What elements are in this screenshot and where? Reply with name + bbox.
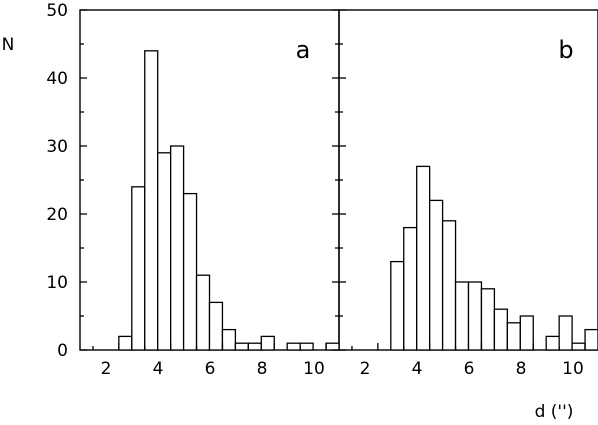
panel-b-bar-1	[403, 226, 418, 351]
panel-a-bar-14	[299, 342, 314, 351]
panel-a-bar-11	[260, 335, 275, 351]
panel-b-bar-5	[454, 281, 470, 351]
ytick-label-10: 10	[46, 273, 68, 293]
panel-a-label: a	[296, 36, 311, 64]
panel-b-bar-14	[571, 342, 586, 351]
ytick-label-20: 20	[46, 205, 68, 225]
panel-b-bar-10	[519, 315, 534, 351]
panel-b-bar-15	[584, 328, 598, 351]
panel-b-bar-3	[428, 199, 444, 351]
panel-a-bar-4	[169, 145, 185, 351]
panel-b-xtick-label-6: 6	[464, 359, 475, 379]
panel-a-bar-6	[195, 274, 211, 351]
panel-b-bar-13	[558, 315, 573, 351]
panel-a-xtick-label-4: 4	[153, 359, 164, 379]
axis-ticks	[80, 9, 586, 351]
panel-b-xtick-label-8: 8	[516, 359, 527, 379]
panel-a-bar-7	[208, 301, 224, 351]
panel-a-bars	[118, 50, 340, 351]
ytick-label-40: 40	[46, 69, 68, 89]
panel-b-bar-2	[416, 165, 431, 351]
panel-a-bar-13	[286, 342, 301, 351]
panel-b-xtick-label-2: 2	[360, 359, 371, 379]
panel-b-bar-6	[467, 281, 483, 351]
panel-a-bar-1	[131, 186, 146, 351]
panel-b-label: b	[558, 36, 573, 64]
panel-a-xtick-label-6: 6	[205, 359, 216, 379]
panel-b-bar-0	[390, 260, 405, 351]
panel-a-xtick-label-2: 2	[101, 359, 112, 379]
panel-a-edge-bar-0	[325, 342, 340, 351]
ytick-label-0: 0	[57, 341, 68, 361]
panel-a-bar-9	[234, 342, 249, 351]
panel-b-xtick-label-4: 4	[412, 359, 423, 379]
panel-b-xtick-label-10: 10	[562, 359, 584, 379]
panel-b-bar-7	[480, 288, 496, 351]
panel-b-bars	[390, 165, 598, 351]
panel-a-xtick-label-8: 8	[257, 359, 268, 379]
panel-b-bar-8	[493, 308, 508, 351]
x-axis-title: d ('')	[535, 402, 574, 422]
panel-a-bar-3	[157, 152, 172, 351]
panel-b-bar-12	[545, 335, 560, 351]
ytick-label-30: 30	[46, 137, 68, 157]
panel-a-bar-5	[182, 192, 198, 351]
panel-a-bar-2	[144, 50, 159, 351]
panel-a-xtick-label-10: 10	[303, 359, 325, 379]
panel-a-bar-10	[247, 342, 262, 351]
panel-a-bar-0	[118, 335, 133, 351]
panel-b-bar-9	[506, 322, 521, 351]
panel-b-bar-4	[441, 220, 457, 351]
ytick-label-50: 50	[46, 1, 68, 21]
y-axis-title: N	[2, 35, 15, 55]
panel-a-bar-8	[221, 328, 237, 351]
